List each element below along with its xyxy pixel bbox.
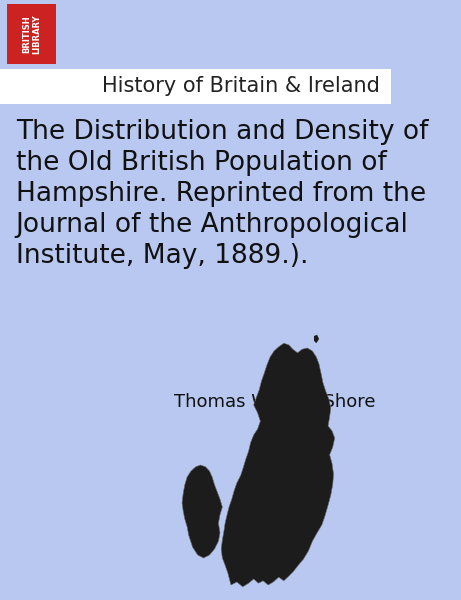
Polygon shape bbox=[221, 343, 335, 587]
Text: Thomas William Shore: Thomas William Shore bbox=[174, 393, 376, 411]
Text: The Distribution and Density of
the Old British Population of
Hampshire. Reprint: The Distribution and Density of the Old … bbox=[16, 119, 428, 269]
Bar bbox=[7, 4, 56, 64]
Bar bbox=[0, 69, 391, 104]
Polygon shape bbox=[182, 465, 222, 558]
Polygon shape bbox=[314, 335, 319, 343]
Text: BRITISH
LIBRARY: BRITISH LIBRARY bbox=[22, 14, 41, 54]
Text: History of Britain & Ireland: History of Britain & Ireland bbox=[102, 76, 380, 97]
